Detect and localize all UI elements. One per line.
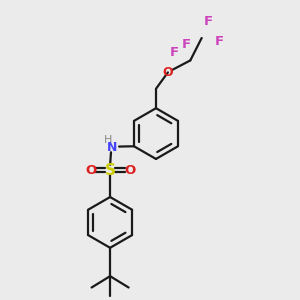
Text: O: O bbox=[124, 164, 135, 177]
Text: H: H bbox=[104, 135, 112, 145]
Text: F: F bbox=[204, 15, 213, 28]
Text: F: F bbox=[214, 34, 224, 47]
Text: O: O bbox=[163, 66, 173, 79]
Text: O: O bbox=[85, 164, 96, 177]
Text: N: N bbox=[106, 141, 117, 154]
Text: S: S bbox=[105, 163, 116, 178]
Text: F: F bbox=[169, 46, 178, 59]
Text: F: F bbox=[181, 38, 190, 51]
